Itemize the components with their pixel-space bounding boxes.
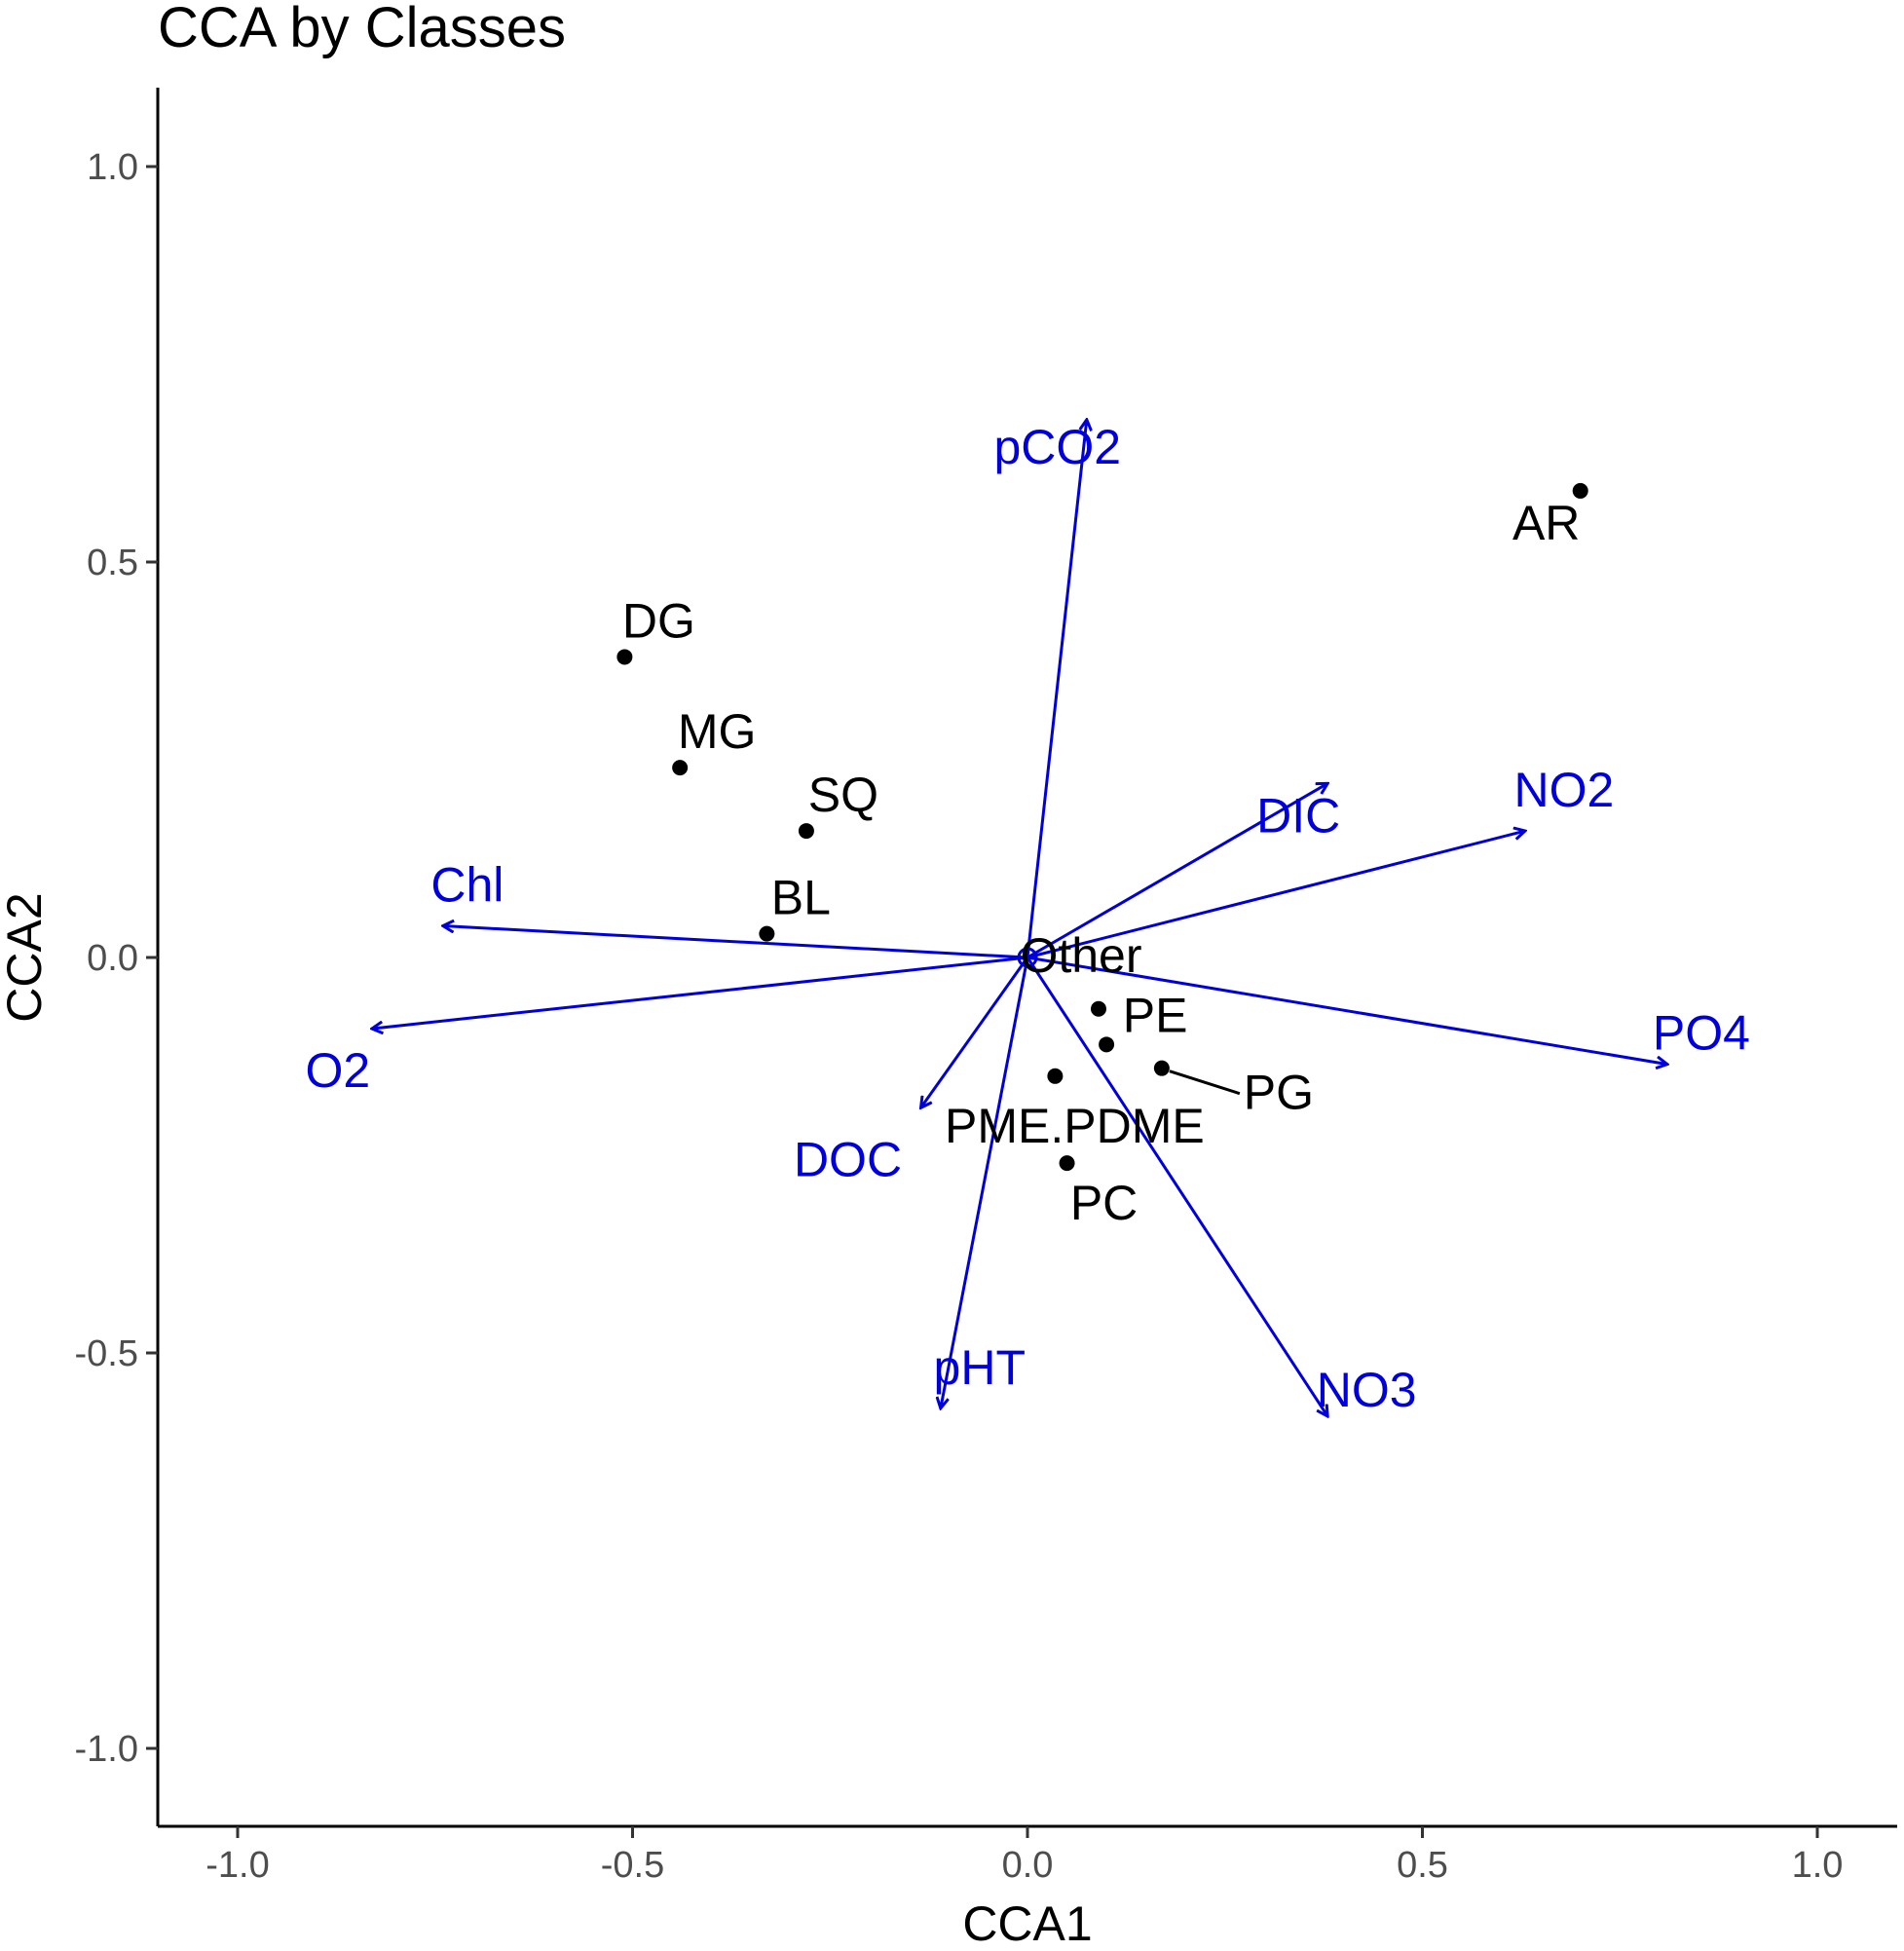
- species-label: Other: [1020, 928, 1141, 983]
- species-point: [616, 649, 633, 665]
- label-leader-line: [1169, 1069, 1241, 1096]
- vector-label: pCO2: [994, 420, 1122, 474]
- species-label: PE: [1123, 988, 1188, 1042]
- axes: -1.0 -0.5 0.0 0.5 1.0 -1.0 -0.5 0.0 0.5 1.0: [75, 88, 1897, 1886]
- species-point: [1153, 1060, 1170, 1076]
- x-tick-label: 0.0: [1002, 1845, 1054, 1886]
- species-label: PG: [1244, 1066, 1314, 1120]
- x-tick-label: -1.0: [205, 1845, 269, 1886]
- species-label: AR: [1512, 496, 1580, 550]
- vector-label: DOC: [794, 1132, 902, 1186]
- y-tick-label: 0.5: [87, 543, 138, 583]
- vector-pco2: [1026, 420, 1087, 958]
- vector-chl: [443, 926, 1028, 959]
- vector-label: NO3: [1317, 1363, 1417, 1417]
- vector-dic: [1027, 783, 1327, 959]
- species-point: [1572, 482, 1588, 499]
- vector-pht: [941, 957, 1029, 1408]
- x-tick-label: 0.5: [1397, 1845, 1448, 1886]
- species-point: [798, 823, 814, 840]
- species-point: [672, 760, 689, 776]
- vector-label: PO4: [1653, 1006, 1750, 1061]
- species-label: PME.PDME: [945, 1099, 1205, 1153]
- vector-no2: [1027, 831, 1525, 959]
- vector-label: NO2: [1514, 763, 1615, 817]
- species-point: [1090, 1000, 1106, 1017]
- species-label: MG: [678, 704, 757, 759]
- vector-label: Chl: [430, 858, 504, 913]
- species-label: BL: [771, 871, 831, 925]
- environmental-vectors: pCO2 DIC NO2 PO4 NO3 pHT DOC O2 Chl: [306, 420, 1750, 1417]
- species-point: [1047, 1068, 1064, 1084]
- vector-o2: [372, 956, 1028, 1029]
- y-tick-label: -0.5: [75, 1333, 138, 1374]
- vector-label: DIC: [1256, 788, 1340, 843]
- species-point: [1099, 1036, 1115, 1053]
- species-point: [759, 925, 775, 942]
- species-point: [1059, 1155, 1075, 1172]
- species-label: PC: [1070, 1176, 1138, 1230]
- x-tick-label: 1.0: [1792, 1845, 1844, 1886]
- species-label: DG: [622, 593, 695, 648]
- y-axis-title: CCA2: [0, 892, 52, 1022]
- x-tick-label: -0.5: [601, 1845, 664, 1886]
- species-label: SQ: [808, 768, 878, 822]
- vector-po4: [1027, 956, 1667, 1065]
- vector-no3: [1026, 957, 1327, 1416]
- vector-label: O2: [306, 1043, 371, 1098]
- y-tick-label: 0.0: [87, 938, 138, 979]
- vector-label: pHT: [934, 1340, 1026, 1395]
- vector-doc: [921, 957, 1029, 1107]
- x-axis-title: CCA1: [962, 1896, 1092, 1946]
- species-point: [1017, 947, 1038, 968]
- y-tick-label: -1.0: [75, 1729, 138, 1770]
- y-tick-label: 1.0: [87, 147, 138, 188]
- chart-title: CCA by Classes: [158, 0, 566, 59]
